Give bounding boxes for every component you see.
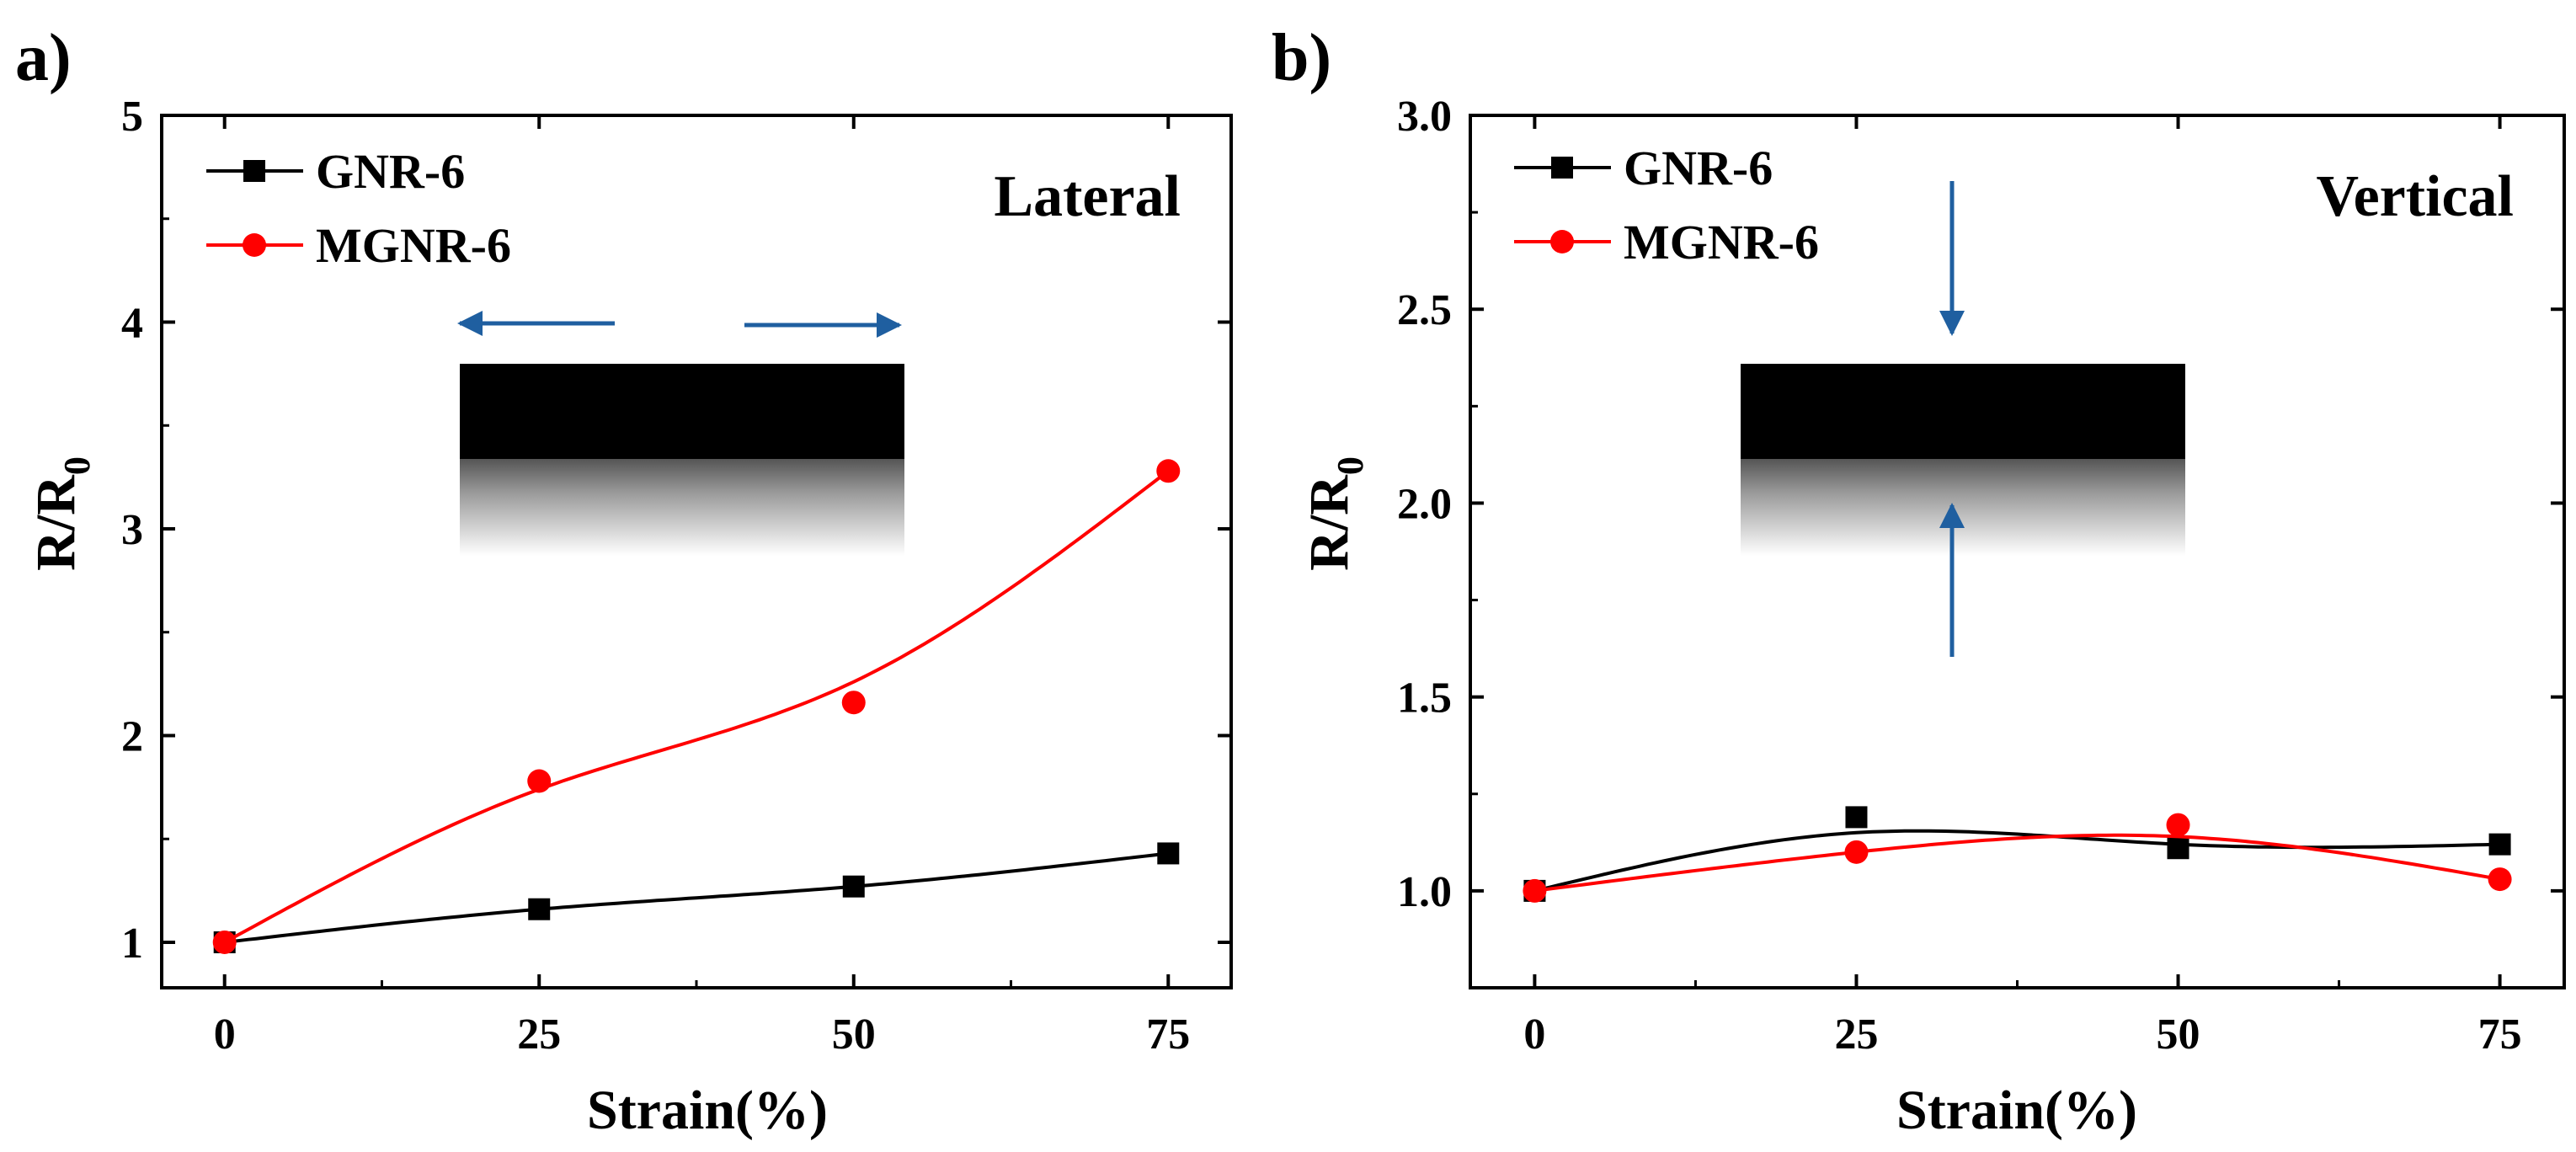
series-line-mgnr-6 <box>1534 833 2500 893</box>
legend-marker <box>243 160 265 182</box>
x-tick-label: 0 <box>1523 1011 1545 1059</box>
x-tick-label: 25 <box>517 1011 561 1059</box>
x-tick-label: 50 <box>2157 1011 2200 1059</box>
data-point <box>1844 840 1869 864</box>
y-tick-label: 3.0 <box>1397 93 1452 141</box>
data-point <box>2166 813 2190 837</box>
legend-label: MGNR-6 <box>316 218 511 273</box>
y-axis-label: R/R0 <box>25 456 98 571</box>
legend-label: GNR-6 <box>316 144 465 199</box>
data-point <box>2488 867 2512 892</box>
x-tick-label: 50 <box>832 1011 876 1059</box>
x-axis-label: Strain(%) <box>1896 1080 2137 1141</box>
panel-b: b) 0 25 50 75 1.0 1.5 2.0 2.5 3.0 GNR-6 MGNR-6 Ver… <box>1272 21 2566 1141</box>
data-point <box>1156 459 1181 483</box>
y-tick-label: 1 <box>121 920 143 968</box>
panel-label: b) <box>1272 21 1331 95</box>
x-axis-label: Strain(%) <box>587 1080 828 1141</box>
data-point <box>842 875 865 898</box>
inset-lateral <box>457 311 904 556</box>
x-tick-label: 75 <box>1146 1011 1190 1059</box>
legend-label: GNR-6 <box>1624 141 1773 195</box>
data-point <box>1523 878 1547 903</box>
data-point <box>1157 842 1180 865</box>
panel-label: a) <box>15 21 72 95</box>
annotation-vertical: Vertical <box>2316 164 2514 229</box>
series-line-gnr-6 <box>224 851 1169 944</box>
x-tick-label: 0 <box>214 1011 236 1059</box>
y-tick-label: 1.5 <box>1397 675 1452 723</box>
inset-vertical <box>1741 181 2185 657</box>
legend-marker <box>1550 230 1574 253</box>
y-tick-label: 4 <box>121 299 143 347</box>
data-point <box>527 769 552 793</box>
plot-area: 0 25 50 75 1.0 1.5 2.0 2.5 3.0 GNR-6 MGNR-6 <box>1397 93 2566 1059</box>
legend-label: MGNR-6 <box>1624 215 1819 269</box>
y-tick-label: 3 <box>121 506 143 554</box>
series-line-mgnr-6 <box>223 469 1170 944</box>
inset-film-shadow <box>460 459 904 556</box>
legend-marker <box>243 233 266 257</box>
y-tick-label: 5 <box>121 93 143 141</box>
data-point <box>2488 833 2511 856</box>
plot-area: 0 25 50 75 1 2 3 4 5 GNR-6 MGNR-6 <box>121 93 1233 1059</box>
x-tick-label: 75 <box>2478 1011 2522 1059</box>
y-tick-label: 2.5 <box>1397 286 1452 334</box>
y-axis-label: R/R0 <box>1299 456 1371 571</box>
data-point <box>2167 837 2189 860</box>
inset-film-shadow <box>1741 459 2185 556</box>
data-point <box>841 691 866 715</box>
data-point <box>528 898 551 920</box>
y-tick-label: 1.0 <box>1397 868 1452 916</box>
data-point <box>212 930 237 954</box>
y-tick-label: 2.0 <box>1397 480 1452 528</box>
data-point <box>1845 806 1868 829</box>
series-line-gnr-6 <box>1533 829 2500 893</box>
inset-film <box>460 364 904 459</box>
x-tick-label: 25 <box>1834 1011 1878 1059</box>
inset-film <box>1741 364 2185 459</box>
y-tick-label: 2 <box>121 712 143 760</box>
annotation-lateral: Lateral <box>994 164 1181 229</box>
legend-marker <box>1551 157 1573 179</box>
